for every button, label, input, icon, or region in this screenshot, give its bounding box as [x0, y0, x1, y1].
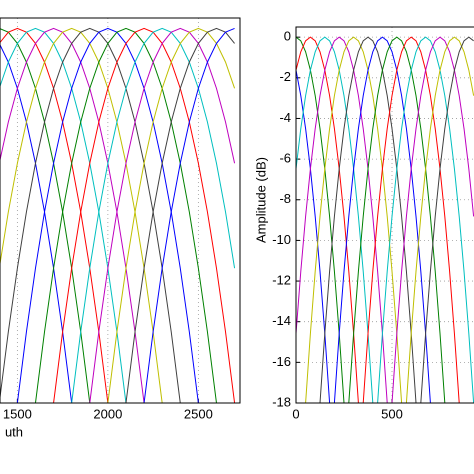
x-tick-label: 2500	[184, 406, 213, 421]
curve	[143, 27, 235, 403]
curve	[319, 36, 417, 403]
curve	[16, 27, 199, 403]
curve	[34, 27, 217, 403]
curve	[362, 36, 460, 403]
curve	[125, 27, 235, 403]
curve	[348, 36, 446, 403]
curve	[377, 36, 474, 403]
y-tick-label: -6	[279, 151, 291, 166]
curve	[53, 27, 236, 403]
x-axis-label: uth	[5, 424, 23, 439]
curve	[107, 27, 236, 403]
curve	[391, 36, 474, 403]
curve	[420, 36, 474, 403]
curve	[89, 27, 236, 403]
x-tick-label: 1500	[3, 406, 32, 421]
y-tick-label: -2	[279, 69, 291, 84]
y-tick-label: -14	[272, 313, 291, 328]
plot-frame	[0, 17, 241, 404]
y-axis-label: Amplitude (dB)	[253, 157, 268, 243]
curve	[305, 36, 403, 403]
curve	[0, 27, 181, 403]
y-tick-label: -4	[279, 110, 291, 125]
curve	[296, 36, 345, 403]
x-tick-label: 500	[381, 406, 403, 421]
curve	[296, 36, 374, 403]
curve	[405, 36, 474, 403]
x-tick-label: 2000	[93, 406, 122, 421]
curve	[296, 36, 359, 403]
y-tick-label: 0	[284, 29, 291, 44]
curve	[296, 36, 388, 403]
y-tick-label: -10	[272, 232, 291, 247]
y-tick-label: -12	[272, 272, 291, 287]
y-tick-label: -8	[279, 191, 291, 206]
x-tick-label: 0	[292, 406, 299, 421]
curve	[333, 36, 431, 403]
y-tick-label: -16	[272, 354, 291, 369]
y-tick-label: -18	[272, 394, 291, 409]
curve	[71, 27, 236, 403]
plot-frame	[295, 26, 474, 404]
curve	[296, 69, 331, 403]
